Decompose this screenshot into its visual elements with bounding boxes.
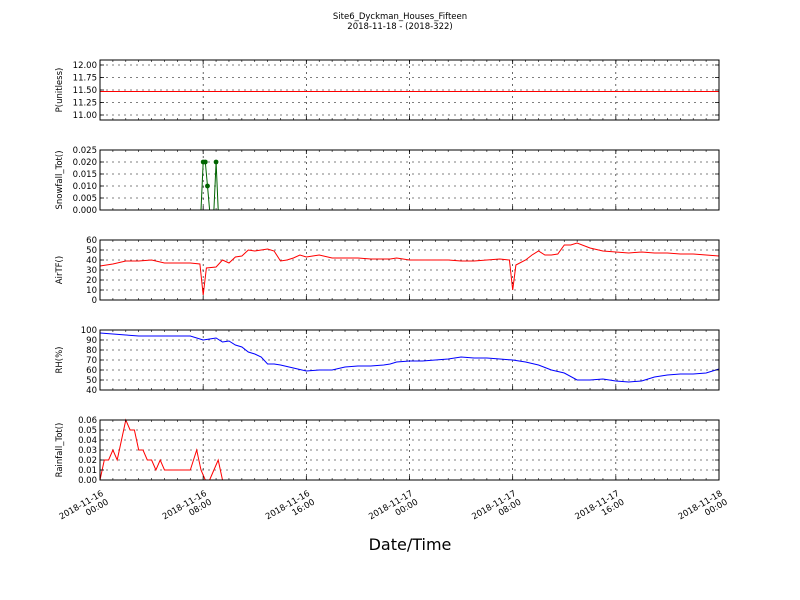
y-tick-label: 0.02 — [78, 456, 97, 466]
y-tick-label: 40 — [86, 256, 97, 266]
panel-1: 11.00 11.25 11.50 11.75 12.00 P(unitless) — [55, 59, 720, 121]
data-point — [202, 159, 208, 165]
series-line — [99, 332, 720, 383]
y-tick-label: 30 — [86, 266, 97, 276]
y-tick-label: 0.000 — [73, 206, 97, 216]
y-tick-label: 12.00 — [73, 61, 97, 71]
y-tick-label: 11.75 — [73, 74, 97, 84]
y-tick-label: 20 — [86, 276, 97, 286]
y-tick-label: 0.005 — [73, 194, 97, 204]
y-tick-label: 0.025 — [73, 146, 97, 156]
y-tick-label: 80 — [86, 346, 97, 356]
chart-subtitle: 2018-11-18 - (2018-322) — [347, 22, 452, 32]
series-line — [99, 418, 719, 481]
y-tick-label: 0.01 — [78, 466, 97, 476]
y-tick-label: 0.015 — [73, 170, 97, 180]
y-axis-label: Snowfall_Tot() — [55, 150, 65, 209]
y-tick-label: 50 — [86, 376, 97, 386]
y-tick-label: 70 — [86, 356, 97, 366]
panel-5: 0.000.010.020.030.040.050.06 Rainfall_Tot… — [55, 416, 720, 486]
y-tick-label: 100 — [81, 326, 97, 336]
y-axis-label: Rainfall_Tot() — [55, 423, 65, 478]
y-tick-label: 40 — [86, 386, 97, 396]
y-tick-label: 0.06 — [78, 416, 97, 426]
y-tick-label: 0.04 — [78, 436, 97, 446]
chart-title: Site6_Dyckman_Houses_Fifteen — [333, 12, 467, 22]
y-tick-label: 0.020 — [73, 158, 97, 168]
y-axis-label: P(unitless) — [55, 68, 65, 113]
y-axis-label: RH(%) — [55, 346, 65, 373]
panel-2: 0.000 0.005 0.010 0.015 0.020 0.025 Snowfall_T… — [55, 146, 720, 216]
y-tick-label: 11.25 — [73, 99, 97, 109]
y-tick-label: 0 — [92, 296, 97, 306]
x-axis-label: Date/Time — [369, 535, 452, 554]
y-tick-label: 10 — [86, 286, 97, 296]
y-tick-label: 60 — [86, 366, 97, 376]
y-tick-label: 0.00 — [78, 476, 97, 486]
y-axis-label: AirTF() — [55, 256, 65, 284]
y-tick-label: 0.05 — [78, 426, 97, 436]
series-line — [99, 242, 720, 296]
y-tick-label: 0.010 — [73, 182, 97, 192]
y-tick-label: 11.00 — [73, 111, 97, 121]
y-tick-label: 0.03 — [78, 446, 97, 456]
y-tick-label: 60 — [86, 236, 97, 246]
y-tick-label: 90 — [86, 336, 97, 346]
data-point — [205, 183, 210, 189]
data-point — [213, 159, 219, 165]
y-tick-label: 11.50 — [73, 86, 97, 96]
y-tick-label: 50 — [86, 246, 97, 256]
panels: 11.00 11.25 11.50 11.75 12.00 P(unitless) 0.00… — [55, 59, 720, 486]
